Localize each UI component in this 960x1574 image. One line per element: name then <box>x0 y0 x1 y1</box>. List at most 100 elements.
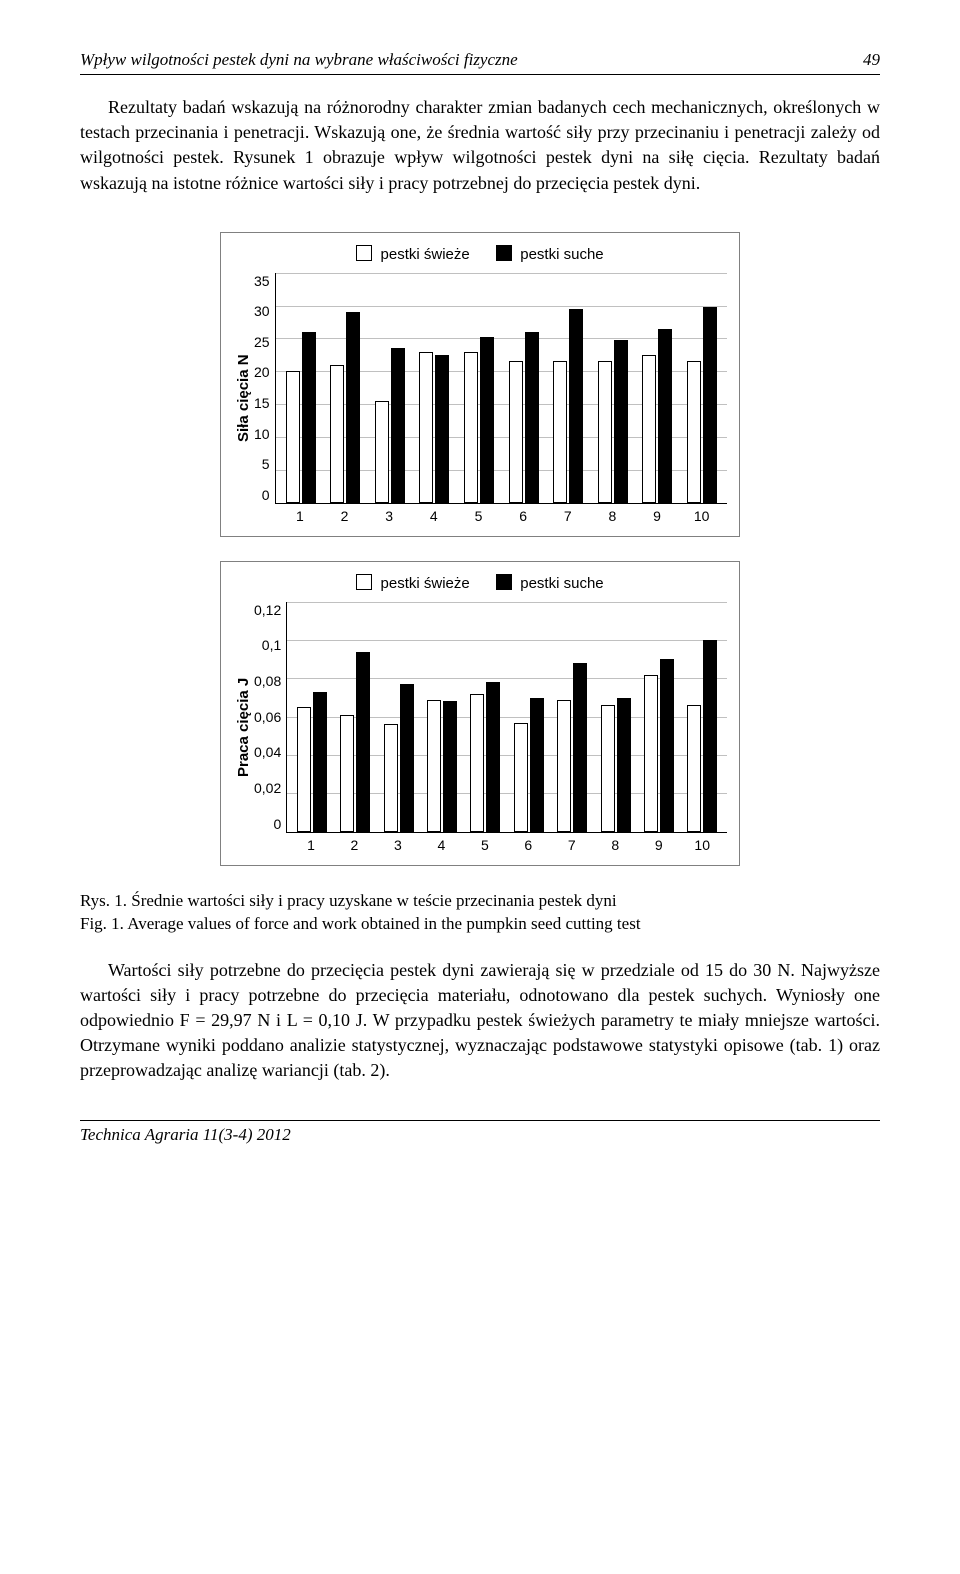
bar-fresh <box>340 715 354 832</box>
y-tick-label: 0,06 <box>254 709 281 725</box>
caption-line-en: Fig. 1. Average values of force and work… <box>80 913 880 936</box>
grid-line <box>287 640 727 641</box>
y-tick-label: 0,12 <box>254 602 281 618</box>
bar-fresh <box>470 694 484 832</box>
bar-fresh <box>464 352 478 503</box>
x-tick-label: 3 <box>370 508 409 524</box>
x-tick-label: 5 <box>459 508 498 524</box>
bar-dry <box>703 640 717 832</box>
bar-fresh <box>427 700 441 832</box>
x-tick-label: 7 <box>548 508 587 524</box>
y-tick-label: 0 <box>262 487 270 503</box>
x-tick-label: 3 <box>379 837 416 853</box>
bar-dry <box>443 701 457 831</box>
header-rule <box>80 74 880 75</box>
y-tick-label: 30 <box>254 303 270 319</box>
y-tick-label: 0,1 <box>262 637 281 653</box>
bar-fresh <box>644 675 658 832</box>
paragraph-text: Rezultaty badań wskazują na różnorodny c… <box>80 95 880 196</box>
x-tick-label: 5 <box>466 837 503 853</box>
force-chart: pestki świeże pestki suche Siła cięcia N… <box>220 232 740 537</box>
y-tick-label: 25 <box>254 334 270 350</box>
y-axis-label: Siła cięcia N <box>233 273 254 524</box>
legend-label-fresh: pestki świeże <box>381 575 470 592</box>
bar-dry <box>435 355 449 503</box>
bar-dry <box>356 652 370 832</box>
bar-dry <box>480 337 494 503</box>
bar-fresh <box>598 361 612 502</box>
bar-dry <box>530 698 544 832</box>
x-tick-label: 2 <box>336 837 373 853</box>
page-number: 49 <box>863 50 880 70</box>
x-tick-label: 1 <box>292 837 329 853</box>
x-tick-label: 8 <box>593 508 632 524</box>
bar-fresh <box>601 705 615 832</box>
bar-dry <box>658 329 672 503</box>
bar-group <box>593 273 632 503</box>
bar-group <box>638 273 677 503</box>
bar-fresh <box>642 355 656 503</box>
x-axis-ticks: 12345678910 <box>275 504 727 524</box>
y-axis-ticks: 35302520151050 <box>254 273 275 503</box>
bar-fresh <box>687 705 701 832</box>
bar-fresh <box>330 365 344 503</box>
legend-label-dry: pestki suche <box>520 575 603 592</box>
legend-swatch-fresh <box>356 574 372 590</box>
bar-fresh <box>687 361 701 502</box>
bar-dry <box>391 348 405 502</box>
bar-group <box>282 273 321 503</box>
grid-line <box>287 602 727 603</box>
x-axis-ticks: 12345678910 <box>286 833 727 853</box>
y-axis-label: Praca cięcia J <box>233 602 254 853</box>
page: Wpływ wilgotności pestek dyni na wybrane… <box>0 0 960 1185</box>
x-tick-label: 6 <box>504 508 543 524</box>
bar-dry <box>525 332 539 503</box>
x-tick-label: 1 <box>281 508 320 524</box>
bar-fresh <box>286 371 300 502</box>
body-paragraph-2: Wartości siły potrzebne do przecięcia pe… <box>80 958 880 1084</box>
legend-swatch-fresh <box>356 245 372 261</box>
bar-group <box>415 273 454 503</box>
chart-legend: pestki świeże pestki suche <box>233 245 727 263</box>
bar-fresh <box>375 401 389 503</box>
y-tick-label: 5 <box>262 456 270 472</box>
x-tick-label: 7 <box>553 837 590 853</box>
bar-dry <box>302 332 316 503</box>
running-header: Wpływ wilgotności pestek dyni na wybrane… <box>80 50 880 70</box>
y-tick-label: 20 <box>254 364 270 380</box>
y-tick-label: 0,04 <box>254 744 281 760</box>
journal-footer: Technica Agraria 11(3-4) 2012 <box>80 1125 880 1145</box>
bar-group <box>504 273 543 503</box>
footer-rule <box>80 1120 880 1121</box>
grid-line <box>276 306 727 307</box>
chart-area: Praca cięcia J 0,120,10,080,060,040,020 … <box>233 602 727 853</box>
bar-fresh <box>557 700 571 832</box>
x-tick-label: 4 <box>423 837 460 853</box>
x-tick-label: 2 <box>325 508 364 524</box>
work-chart: pestki świeże pestki suche Praca cięcia … <box>220 561 740 866</box>
chart-area: Siła cięcia N 35302520151050 12345678910 <box>233 273 727 524</box>
y-axis-ticks: 0,120,10,080,060,040,020 <box>254 602 286 832</box>
bar-group <box>683 273 722 503</box>
x-tick-label: 9 <box>638 508 677 524</box>
x-tick-label: 8 <box>597 837 634 853</box>
bar-group <box>371 273 410 503</box>
plot-area <box>286 602 727 833</box>
bar-fresh <box>509 361 523 502</box>
figure-caption: Rys. 1. Średnie wartości siły i pracy uz… <box>80 890 880 936</box>
legend-label-fresh: pestki świeże <box>381 246 470 263</box>
y-tick-label: 0 <box>273 816 281 832</box>
body-paragraph-1: Rezultaty badań wskazują na różnorodny c… <box>80 95 880 196</box>
bars-container <box>276 273 727 503</box>
bar-dry <box>569 309 583 503</box>
x-tick-label: 9 <box>640 837 677 853</box>
caption-line-pl: Rys. 1. Średnie wartości siły i pracy uz… <box>80 890 880 913</box>
plot-area <box>275 273 727 504</box>
bar-dry <box>660 659 674 832</box>
bar-group <box>460 273 499 503</box>
bar-fresh <box>419 352 433 503</box>
y-tick-label: 0,08 <box>254 673 281 689</box>
bar-dry <box>486 682 500 832</box>
x-tick-label: 10 <box>683 837 720 853</box>
bar-fresh <box>553 361 567 502</box>
